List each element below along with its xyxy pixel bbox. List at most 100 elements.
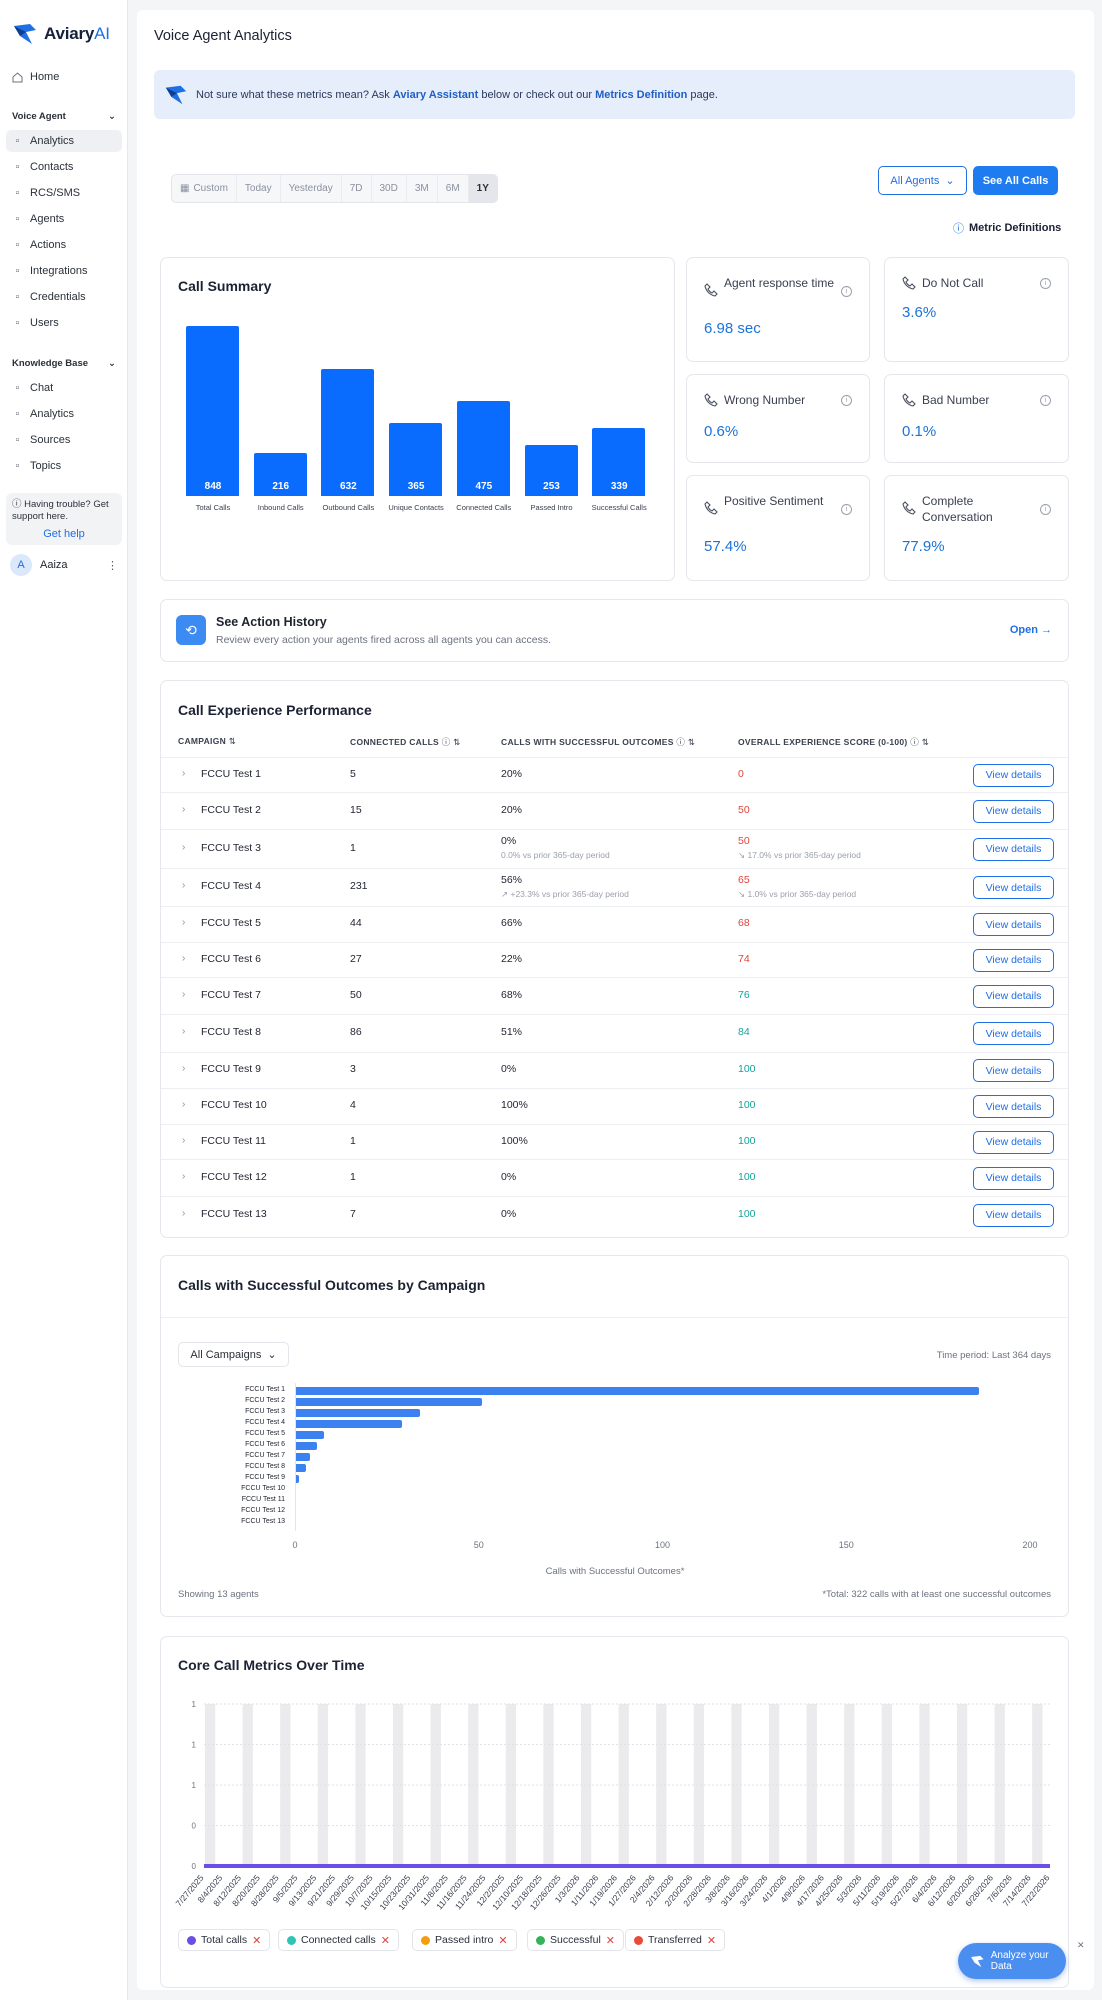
table-row[interactable] [161, 942, 1069, 977]
legend-chip-connected-calls[interactable]: Connected calls ✕ [278, 1929, 399, 1951]
range-30d[interactable]: 30D [372, 175, 407, 202]
campaign-filter-dropdown[interactable]: All Campaigns ⌄ [178, 1342, 289, 1367]
sidebar-item-kb-analytics[interactable]: ▫ Analytics [6, 403, 122, 425]
view-details-button[interactable]: View details [973, 1059, 1054, 1082]
metric-definitions-link[interactable]: ⓘ Metric Definitions [953, 220, 1061, 236]
assistant-link[interactable]: Aviary Assistant [392, 88, 479, 101]
table-row[interactable] [161, 829, 1069, 868]
legend-chip-successful[interactable]: Successful ✕ [527, 1929, 624, 1951]
info-icon[interactable]: i [841, 504, 852, 515]
chevron-right-icon[interactable]: › [182, 1134, 186, 1146]
info-icon[interactable]: ⓘ [907, 737, 920, 747]
table-row[interactable] [161, 906, 1069, 942]
view-details-button[interactable]: View details [973, 1166, 1054, 1190]
metrics-definition-link[interactable]: Metrics Definition [595, 88, 688, 101]
table-header[interactable]: CALLS WITH SUCCESSFUL OUTCOMES ⓘ ⇅ [501, 736, 695, 748]
sidebar-item-analytics[interactable]: ▫ Analytics [6, 130, 122, 152]
chevron-right-icon[interactable]: › [182, 841, 186, 853]
range-1y[interactable]: 1Y [468, 175, 497, 202]
info-icon[interactable]: i [841, 395, 852, 406]
voice-agent-section[interactable]: Voice Agent ⌄ [12, 111, 116, 122]
info-icon[interactable]: i [1040, 278, 1051, 289]
table-row[interactable] [161, 1014, 1069, 1052]
sidebar-item-rcs-sms[interactable]: ▫ RCS/SMS [6, 182, 122, 204]
legend-chip-total-calls[interactable]: Total calls ✕ [178, 1929, 271, 1951]
view-details-button[interactable]: View details [973, 1095, 1054, 1118]
sidebar-item-integrations[interactable]: ▫ Integrations [6, 260, 122, 282]
range-7d[interactable]: 7D [342, 175, 372, 202]
agents-dropdown[interactable]: All Agents ⌄ [878, 166, 967, 195]
view-details-button[interactable]: View details [973, 837, 1054, 861]
range-today[interactable]: Today [237, 175, 281, 202]
table-row[interactable] [161, 977, 1069, 1014]
info-icon[interactable]: ⓘ [673, 737, 686, 747]
brand-logo[interactable]: AviaryAI [12, 22, 110, 46]
remove-series-icon[interactable]: ✕ [498, 1934, 508, 1947]
view-details-button[interactable]: View details [973, 948, 1054, 972]
info-icon[interactable]: ⓘ [439, 737, 451, 747]
table-header[interactable]: OVERALL EXPERIENCE SCORE (0-100) ⓘ ⇅ [738, 736, 929, 748]
view-details-button[interactable]: View details [973, 876, 1054, 899]
legend-chip-transferred[interactable]: Transferred ✕ [625, 1929, 726, 1951]
sidebar-item-home[interactable]: Home [6, 66, 122, 88]
info-icon[interactable]: i [1040, 504, 1051, 515]
chevron-right-icon[interactable]: › [182, 917, 186, 928]
sidebar-item-actions[interactable]: ▫ Actions [6, 234, 122, 256]
table-row[interactable] [161, 757, 1069, 792]
table-row[interactable] [161, 1088, 1069, 1124]
knowledge-base-section[interactable]: Knowledge Base ⌄ [12, 358, 116, 369]
remove-series-icon[interactable]: ✕ [605, 1934, 615, 1947]
user-menu[interactable]: A Aaiza ⋮ [10, 554, 118, 576]
remove-series-icon[interactable]: ✕ [380, 1934, 390, 1947]
table-row[interactable] [161, 792, 1069, 829]
open-link[interactable]: Open → [1009, 624, 1052, 636]
close-icon[interactable]: ✕ [1077, 1940, 1085, 1950]
chevron-right-icon[interactable]: › [182, 880, 186, 891]
more-vertical-icon[interactable]: ⋮ [107, 559, 118, 572]
info-icon[interactable]: i [1040, 395, 1051, 406]
sidebar-item-credentials[interactable]: ▫ Credentials [6, 286, 122, 308]
remove-series-icon[interactable]: ✕ [706, 1934, 717, 1947]
view-details-button[interactable]: View details [973, 1130, 1054, 1154]
sidebar-item-kb-topics[interactable]: ▫ Topics [6, 455, 122, 477]
sort-icon[interactable]: ⇅ [450, 737, 461, 747]
chevron-right-icon[interactable]: › [182, 803, 186, 815]
sidebar-item-contacts[interactable]: ▫ Contacts [6, 156, 122, 178]
sort-icon[interactable]: ⇅ [685, 737, 696, 747]
chevron-right-icon[interactable]: › [182, 1207, 186, 1219]
chevron-right-icon[interactable]: › [182, 1170, 186, 1182]
range-3m[interactable]: 3M [407, 175, 438, 202]
table-header[interactable]: CONNECTED CALLS ⓘ ⇅ [350, 736, 461, 748]
table-header[interactable]: CAMPAIGN ⇅ [178, 736, 236, 747]
view-details-button[interactable]: View details [973, 1203, 1054, 1227]
action-history-card[interactable]: ⟲ See Action History Review every action… [160, 599, 1069, 662]
view-details-button[interactable]: View details [973, 763, 1054, 787]
sort-icon[interactable]: ⇅ [919, 737, 930, 747]
sidebar-item-agents[interactable]: ▫ Agents [6, 208, 122, 230]
chevron-right-icon[interactable]: › [182, 1026, 186, 1037]
view-details-button[interactable]: View details [973, 913, 1054, 936]
range-yesterday[interactable]: Yesterday [281, 175, 342, 202]
sidebar-item-kb-chat[interactable]: ▫ Chat [6, 377, 122, 399]
chevron-right-icon[interactable]: › [182, 988, 186, 1000]
table-row[interactable] [161, 868, 1069, 906]
range-custom[interactable]: ▦ Custom [172, 175, 237, 202]
analyze-data-button[interactable]: Analyze your Data [958, 1943, 1066, 1979]
remove-series-icon[interactable]: ✕ [252, 1934, 262, 1947]
chevron-right-icon[interactable]: › [182, 952, 186, 964]
table-row[interactable] [161, 1052, 1069, 1088]
view-details-button[interactable]: View details [973, 1022, 1054, 1045]
legend-chip-passed-intro[interactable]: Passed intro ✕ [412, 1929, 517, 1951]
get-help-link[interactable]: Get help [43, 528, 85, 540]
view-details-button[interactable]: View details [973, 799, 1054, 823]
table-row[interactable] [161, 1196, 1069, 1233]
see-all-calls-button[interactable]: See All Calls [973, 166, 1058, 195]
range-6m[interactable]: 6M [438, 175, 469, 202]
view-details-button[interactable]: View details [973, 984, 1054, 1008]
info-icon[interactable]: i [841, 286, 852, 297]
chevron-right-icon[interactable]: › [182, 1099, 186, 1110]
chevron-right-icon[interactable]: › [182, 767, 186, 779]
chevron-right-icon[interactable]: › [182, 1063, 186, 1074]
sidebar-item-users[interactable]: ▫ Users [6, 312, 122, 334]
sidebar-item-kb-sources[interactable]: ▫ Sources [6, 429, 122, 451]
